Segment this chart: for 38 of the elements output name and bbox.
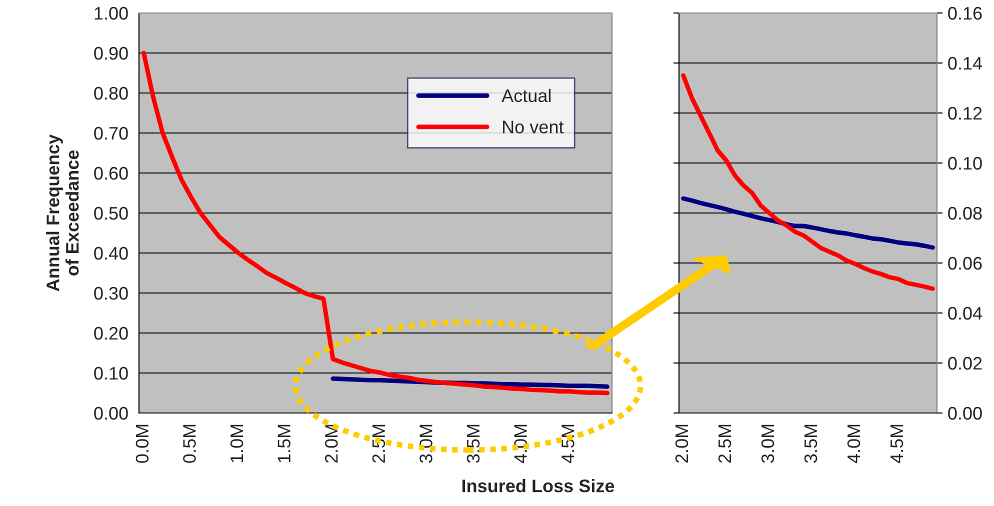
y-tick-label: 0.10 (948, 156, 982, 170)
y-tick-label: 0.10 (94, 366, 128, 380)
y-tick-label: 0.04 (948, 306, 982, 320)
x-tick-label: 0.5M (183, 424, 196, 463)
x-tick-label: 0.0M (136, 424, 149, 463)
x-tick-label: 3.5M (466, 424, 480, 463)
y-tick-label: 0.70 (94, 126, 128, 140)
x-tick-label: 2.5M (372, 424, 386, 463)
y-tick-label: 0.02 (948, 356, 982, 370)
legend-label: No vent (503, 120, 564, 134)
x-tick-label: 1.0M (230, 424, 244, 462)
x-axis-title: Insured Loss Size (462, 479, 614, 492)
legend-label: Actual (502, 88, 551, 102)
x-tick-label: 1.5M (278, 424, 290, 462)
y-tick-label: 0.30 (94, 286, 128, 300)
y-tick-label: 0.50 (94, 206, 128, 220)
x-tick-label: 2.0M (675, 424, 688, 463)
y-tick-label: 0.00 (94, 406, 128, 420)
line-series (142, 50, 610, 396)
x-tick-label: 4.0M (847, 424, 860, 464)
y-tick-label: 0.08 (948, 206, 982, 220)
y-tick-label: 0.40 (94, 246, 128, 260)
y-tick-label: 1.00 (94, 6, 128, 20)
y-tick-label: 0.14 (948, 56, 982, 70)
y-tick-label: 0.16 (948, 6, 982, 20)
x-tick-label: 2.5M (718, 424, 732, 463)
x-tick-label: 3.0M (761, 424, 774, 463)
y-tick-label: 0.00 (948, 406, 982, 420)
y-tick-label: 0.80 (94, 86, 128, 100)
y-tick-label: 0.06 (948, 256, 982, 270)
y-tick-label: 0.20 (94, 326, 128, 340)
y-tick-label: 0.90 (94, 46, 128, 60)
x-tick-label: 2.0M (324, 424, 338, 463)
x-tick-label: 3.5M (804, 424, 818, 463)
x-tick-label: 4.5M (890, 424, 904, 464)
y-axis-title: Annual Frequency of Exceedance (46, 134, 79, 292)
y-tick-label: 0.12 (948, 106, 982, 120)
y-tick-label: 0.60 (94, 166, 128, 180)
